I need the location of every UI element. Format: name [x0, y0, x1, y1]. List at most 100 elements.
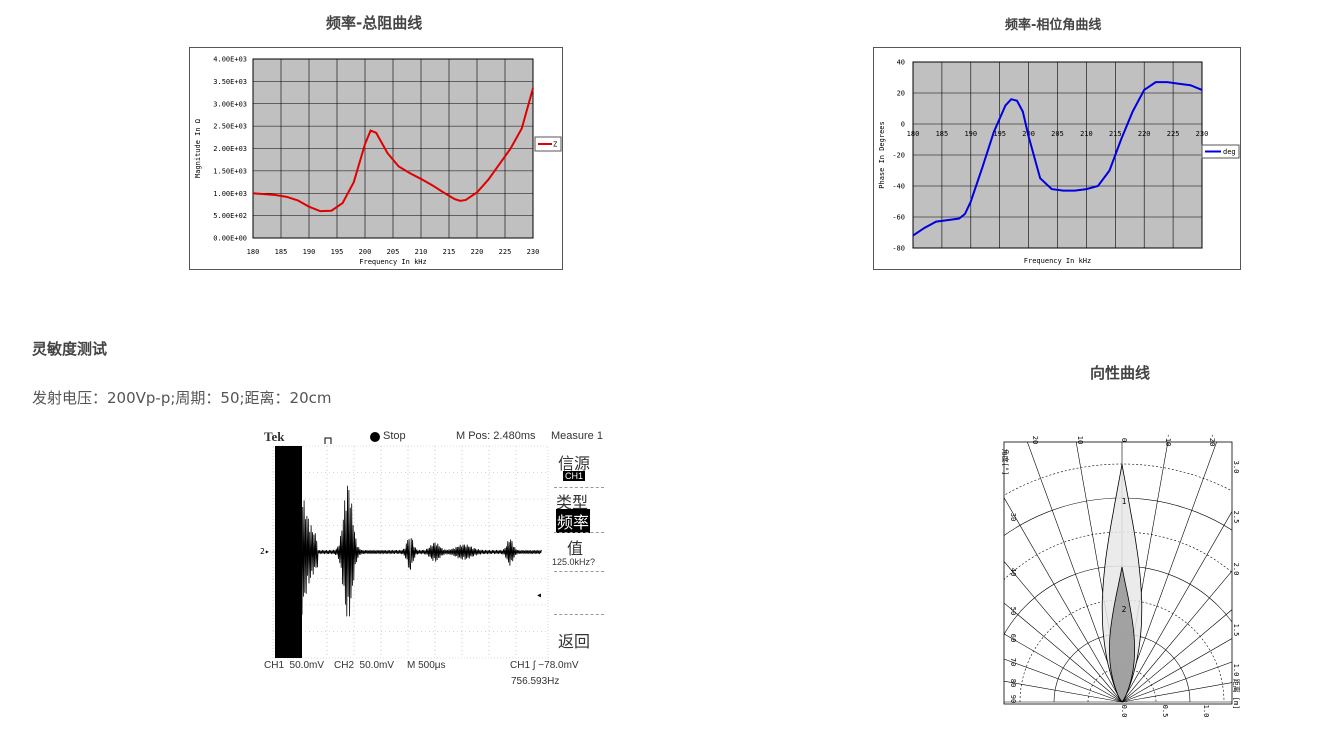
x-tick-label: 210: [1080, 130, 1093, 138]
left-angle-label: 90: [1009, 695, 1017, 703]
impedance-chart: 180 185 190 195 200 205 210 215 220 225 230 0.00E+0…: [189, 47, 563, 270]
y-tick-label: -20: [892, 152, 905, 160]
frequency-readout: 756.593Hz: [511, 676, 560, 687]
scope-menu: 信源 CH1 类型 频率 值 125.0kHz? 返回: [550, 444, 605, 660]
left-angle-label: 30: [1009, 513, 1017, 521]
x-tick-label: 205: [1051, 130, 1064, 138]
y-tick-label: 20: [897, 90, 905, 98]
radial-line: [1121, 661, 1232, 703]
radial-line: [1004, 633, 1123, 703]
right-distance-label: 1.5: [1232, 624, 1240, 637]
x-tick-label: 230: [1196, 130, 1209, 138]
menu-type-value: 频率: [556, 509, 591, 533]
y-axis-label: Phase In Degrees: [878, 121, 886, 188]
radial-line: [1004, 497, 1123, 703]
x-tick-label: 215: [443, 248, 456, 256]
legend-label: deg: [1223, 148, 1236, 156]
phase-chart-title: 频率-相位角曲线: [1005, 18, 1102, 33]
sensitivity-params: 发射电压：200Vp-p;周期：50;距离：20cm: [32, 389, 332, 407]
ch1-scale: CH1 50.0mV: [264, 660, 325, 671]
y-axis-label: Magnitude In Ω: [194, 119, 202, 178]
y-tick-label: 3.00E+03: [213, 100, 247, 108]
x-tick-label: 225: [499, 248, 512, 256]
lobe-2-label: 2: [1122, 605, 1127, 614]
menu-source-value: CH1: [563, 471, 586, 481]
menu-value-label[interactable]: 值: [567, 541, 584, 558]
radial-line: [1121, 609, 1232, 703]
menu-source-label[interactable]: 信源: [558, 456, 591, 473]
radial-line: [1004, 658, 1123, 703]
radial-line: [1121, 570, 1232, 703]
x-tick-label: 180: [247, 248, 260, 256]
lobe-2-outline: [1109, 566, 1135, 703]
y-tick-label: 2.00E+03: [213, 145, 247, 153]
y-tick-label: -80: [892, 245, 905, 253]
mpos-readout: M Pos: 2.480ms: [456, 430, 536, 442]
left-angle-label: 80: [1009, 679, 1017, 687]
x-tick-label: 230: [527, 248, 540, 256]
y-tick-label: 3.50E+03: [213, 78, 247, 86]
left-angle-label: 40: [1009, 568, 1017, 576]
right-distance-label: 1.0: [1232, 664, 1240, 677]
trigger-pulse-icon: [320, 432, 338, 447]
directivity-title: 向性曲线: [1090, 364, 1151, 382]
top-angle-label: -20: [1208, 434, 1216, 447]
menu-back-button[interactable]: 返回: [558, 634, 591, 651]
left-axis-title: 角度[°]: [1001, 449, 1010, 476]
radial-line: [1121, 442, 1217, 703]
left-angle-label: 50: [1009, 607, 1017, 615]
y-tick-label: 0: [901, 121, 905, 129]
x-tick-label: 195: [331, 248, 344, 256]
x-tick-label: 180: [907, 130, 920, 138]
menu-divider: [554, 571, 604, 572]
radial-line: [1027, 442, 1123, 703]
directivity-polar-chart: 1 2 20 10 0 -10 -20 30 40 50 60 70 80 90 3.0 2.5 2.0 1.5 1…: [1001, 434, 1241, 718]
radial-line: [1121, 682, 1232, 703]
y-tick-label: 1.00E+03: [213, 190, 247, 198]
x-tick-label: 195: [993, 130, 1006, 138]
x-tick-label: 205: [387, 248, 400, 256]
top-angle-label: 20: [1031, 436, 1039, 444]
y-tick-label: 4.00E+03: [213, 56, 247, 64]
y-tick-label: 2.50E+03: [213, 123, 247, 131]
left-angle-label: 70: [1009, 658, 1017, 666]
right-distance-label: 3.0: [1232, 461, 1240, 474]
graticule-frame: [272, 445, 549, 659]
radial-line: [1004, 560, 1123, 703]
top-angle-label: -10: [1164, 434, 1172, 447]
right-distance-label: 2.5: [1232, 511, 1240, 524]
x-tick-label: 220: [1138, 130, 1151, 138]
ch2-ground-marker: 2▸: [260, 547, 270, 556]
radial-line: [1004, 602, 1123, 703]
scope-waveform-display: 2▸ ◂: [260, 444, 550, 660]
menu-divider: [554, 614, 604, 615]
radial-line: [1004, 680, 1123, 703]
impedance-chart-title: 频率-总阻曲线: [326, 14, 423, 32]
top-angle-label: 0: [1120, 438, 1128, 442]
x-tick-label: 190: [303, 248, 316, 256]
y-tick-label: 5.00E+02: [213, 212, 247, 220]
menu-divider: [554, 532, 604, 533]
right-distance-label: 2.0: [1232, 563, 1240, 576]
menu-value-readout: 125.0kHz?: [552, 557, 596, 567]
x-tick-label: 190: [964, 130, 977, 138]
x-tick-label: 225: [1167, 130, 1180, 138]
menu-type-label[interactable]: 类型: [556, 495, 589, 512]
series-deg-line: [912, 81, 1203, 237]
trigger-level-marker: ◂: [536, 590, 542, 601]
menu-divider: [554, 487, 604, 488]
run-status: Stop: [383, 430, 406, 442]
bottom-distance-label: 1.0: [1202, 705, 1210, 718]
x-tick-label: 210: [415, 248, 428, 256]
radial-line: [1121, 510, 1232, 703]
scope-brand: Tek: [264, 429, 285, 444]
y-tick-label: -40: [892, 183, 905, 191]
right-axis-title: 距离 [m]: [1232, 679, 1241, 710]
y-tick-label: 40: [897, 59, 905, 67]
y-tick-label: -60: [892, 214, 905, 222]
legend-label: Z: [553, 141, 557, 149]
left-angle-label: 60: [1009, 634, 1017, 642]
x-axis-label: Frequency In kHz: [359, 258, 426, 266]
sensitivity-title: 灵敏度测试: [32, 340, 108, 358]
x-tick-label: 185: [936, 130, 949, 138]
